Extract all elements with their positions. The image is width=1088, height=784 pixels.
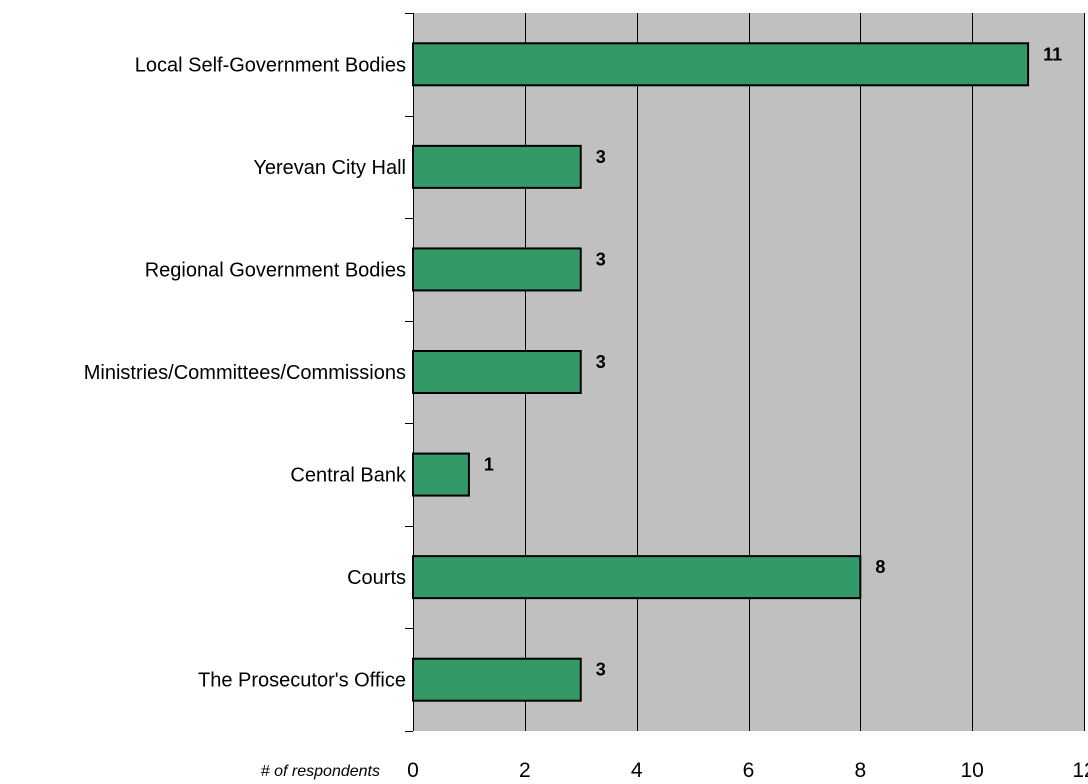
x-tick-label: 6 [743, 759, 755, 782]
x-tick-label: 12 [1072, 759, 1088, 782]
category-label: Central Bank [290, 465, 407, 487]
bar [412, 247, 582, 292]
data-labels: 11 3 3 3 1 8 3 [484, 44, 1062, 679]
category-label: The Prosecutor's Office [198, 670, 406, 692]
category-label: Regional Government Bodies [145, 259, 406, 281]
data-label: 3 [596, 249, 606, 269]
bars [412, 42, 1030, 702]
bar [412, 657, 582, 702]
x-tick-label: 10 [960, 759, 983, 782]
x-tick-label: 0 [407, 759, 419, 782]
bar [412, 144, 582, 189]
category-label: Ministries/Committees/Commissions [84, 362, 406, 384]
category-label: Local Self-Government Bodies [135, 54, 406, 76]
gridlines [525, 13, 1085, 731]
bar [412, 555, 862, 600]
x-tick-label: 2 [519, 759, 531, 782]
data-label: 3 [596, 352, 606, 372]
category-label: Courts [347, 567, 406, 589]
data-label: 3 [596, 147, 606, 167]
bar [412, 452, 470, 497]
x-tick-labels: 0 2 4 6 8 10 12 [407, 759, 1088, 782]
data-label: 1 [484, 455, 494, 475]
y-axis-ticks [405, 13, 413, 732]
data-label: 8 [875, 557, 885, 577]
category-labels: Local Self-Government Bodies Yerevan City… [84, 54, 407, 691]
x-tick-label: 4 [631, 759, 643, 782]
data-label: 3 [596, 660, 606, 680]
data-label: 11 [1043, 44, 1062, 64]
x-axis-title: # of respondents [261, 763, 380, 780]
x-tick-label: 8 [854, 759, 866, 782]
bar [412, 42, 1030, 87]
bar [412, 350, 582, 394]
category-label: Yerevan City Hall [253, 157, 406, 179]
